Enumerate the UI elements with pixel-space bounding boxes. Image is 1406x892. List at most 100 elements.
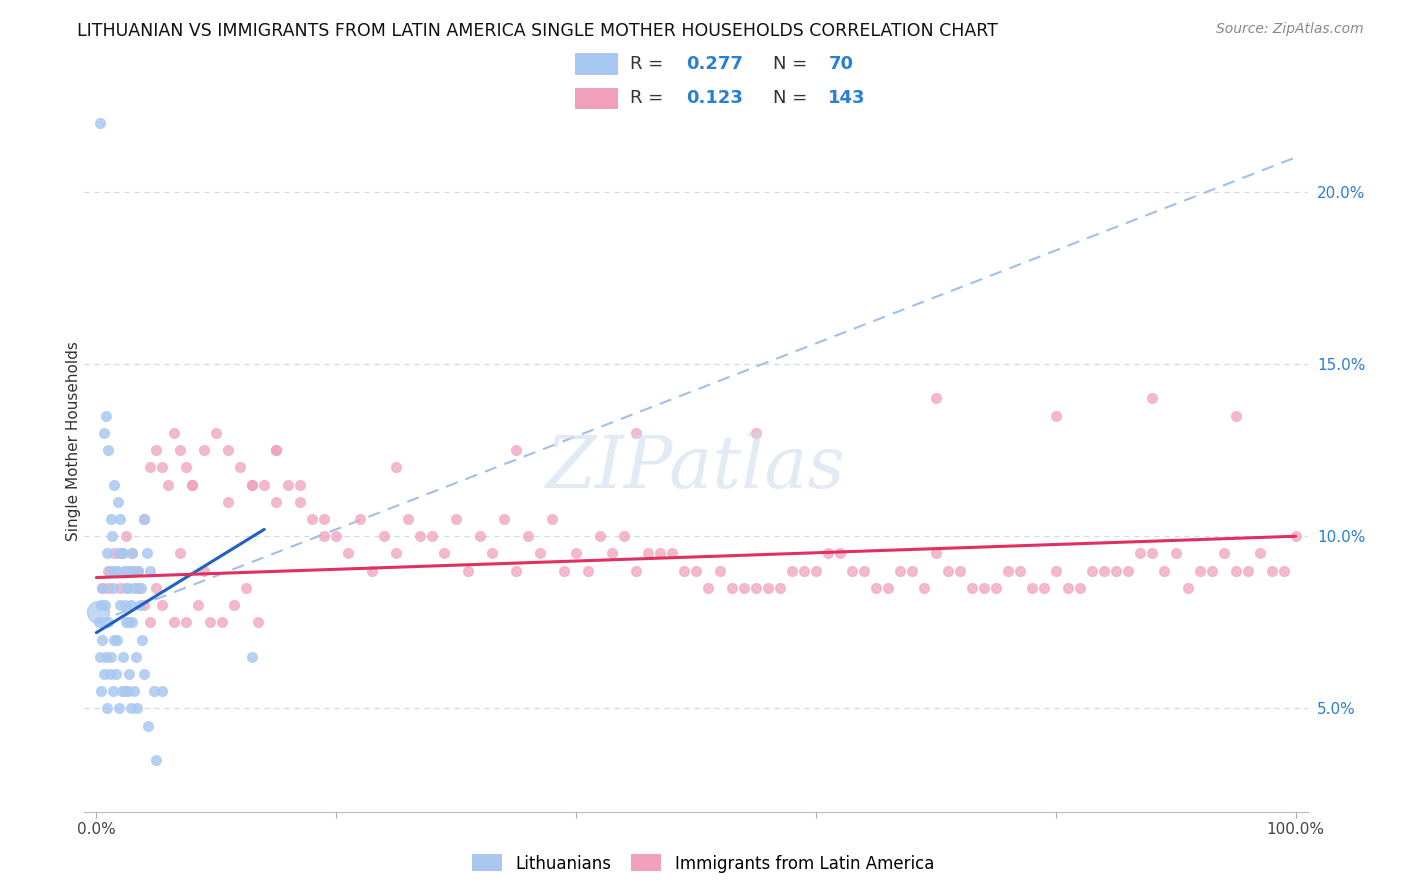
- Point: [1188, 564, 1211, 578]
- Point: [91, 581, 114, 595]
- Point: [936, 564, 959, 578]
- Point: [145, 753, 167, 767]
- Point: [110, 546, 132, 560]
- Point: [505, 443, 527, 458]
- Point: [865, 581, 887, 595]
- Point: [93, 667, 115, 681]
- Point: [745, 581, 768, 595]
- Point: [87, 615, 110, 630]
- Point: [121, 615, 143, 630]
- Point: [817, 546, 839, 560]
- Point: [117, 684, 139, 698]
- Point: [240, 477, 263, 491]
- Point: [127, 564, 149, 578]
- Point: [224, 598, 246, 612]
- Point: [361, 564, 384, 578]
- Point: [110, 581, 132, 595]
- Point: [973, 581, 995, 595]
- Text: N =: N =: [773, 55, 813, 73]
- Point: [169, 546, 191, 560]
- Point: [733, 581, 755, 595]
- Point: [217, 495, 239, 509]
- Point: [828, 546, 851, 560]
- Point: [134, 512, 156, 526]
- Point: [697, 581, 720, 595]
- Point: [114, 598, 136, 612]
- Text: ZIPatlas: ZIPatlas: [546, 432, 846, 502]
- Point: [112, 564, 135, 578]
- Point: [1177, 581, 1199, 595]
- Point: [97, 581, 120, 595]
- Point: [1080, 564, 1102, 578]
- Point: [876, 581, 898, 595]
- Point: [118, 667, 141, 681]
- Text: 70: 70: [828, 55, 853, 73]
- Point: [1201, 564, 1223, 578]
- Point: [127, 564, 149, 578]
- Point: [529, 546, 551, 560]
- Point: [97, 615, 120, 630]
- Point: [1021, 581, 1043, 595]
- Point: [1249, 546, 1271, 560]
- Point: [553, 564, 575, 578]
- Point: [314, 529, 336, 543]
- Point: [1212, 546, 1234, 560]
- Point: [181, 477, 204, 491]
- Point: [468, 529, 491, 543]
- Text: R =: R =: [630, 89, 669, 107]
- Point: [91, 581, 114, 595]
- Point: [852, 564, 875, 578]
- Point: [517, 529, 540, 543]
- Legend: Lithuanians, Immigrants from Latin America: Lithuanians, Immigrants from Latin Ameri…: [465, 847, 941, 880]
- Point: [565, 546, 588, 560]
- Point: [129, 581, 152, 595]
- Point: [253, 477, 276, 491]
- Point: [1008, 564, 1031, 578]
- Point: [290, 495, 312, 509]
- Point: [264, 443, 287, 458]
- Point: [105, 632, 128, 647]
- Point: [145, 581, 167, 595]
- Point: [1140, 392, 1163, 406]
- Point: [128, 598, 150, 612]
- Point: [396, 512, 419, 526]
- Text: 0.123: 0.123: [686, 89, 742, 107]
- Point: [1260, 564, 1282, 578]
- Point: [139, 615, 162, 630]
- Point: [314, 512, 336, 526]
- Point: [121, 546, 143, 560]
- Point: [108, 546, 131, 560]
- Point: [100, 512, 122, 526]
- Point: [111, 546, 134, 560]
- Point: [89, 116, 111, 130]
- Point: [104, 564, 127, 578]
- Point: [949, 564, 972, 578]
- Point: [96, 546, 118, 560]
- Point: [103, 546, 125, 560]
- Point: [97, 443, 120, 458]
- Point: [247, 615, 270, 630]
- Point: [103, 477, 125, 491]
- Point: [120, 598, 142, 612]
- Point: [997, 564, 1019, 578]
- Point: [169, 443, 191, 458]
- Point: [1116, 564, 1139, 578]
- Point: [756, 581, 779, 595]
- Point: [125, 649, 148, 664]
- Point: [769, 581, 792, 595]
- Point: [91, 632, 114, 647]
- Point: [89, 649, 111, 664]
- Point: [97, 564, 120, 578]
- Point: [240, 477, 263, 491]
- Bar: [575, 54, 619, 75]
- Point: [494, 512, 516, 526]
- Point: [1164, 546, 1187, 560]
- Point: [672, 564, 695, 578]
- Point: [576, 564, 599, 578]
- Point: [139, 564, 162, 578]
- Point: [780, 564, 803, 578]
- Point: [290, 477, 312, 491]
- Point: [163, 615, 186, 630]
- Point: [211, 615, 233, 630]
- Point: [925, 392, 948, 406]
